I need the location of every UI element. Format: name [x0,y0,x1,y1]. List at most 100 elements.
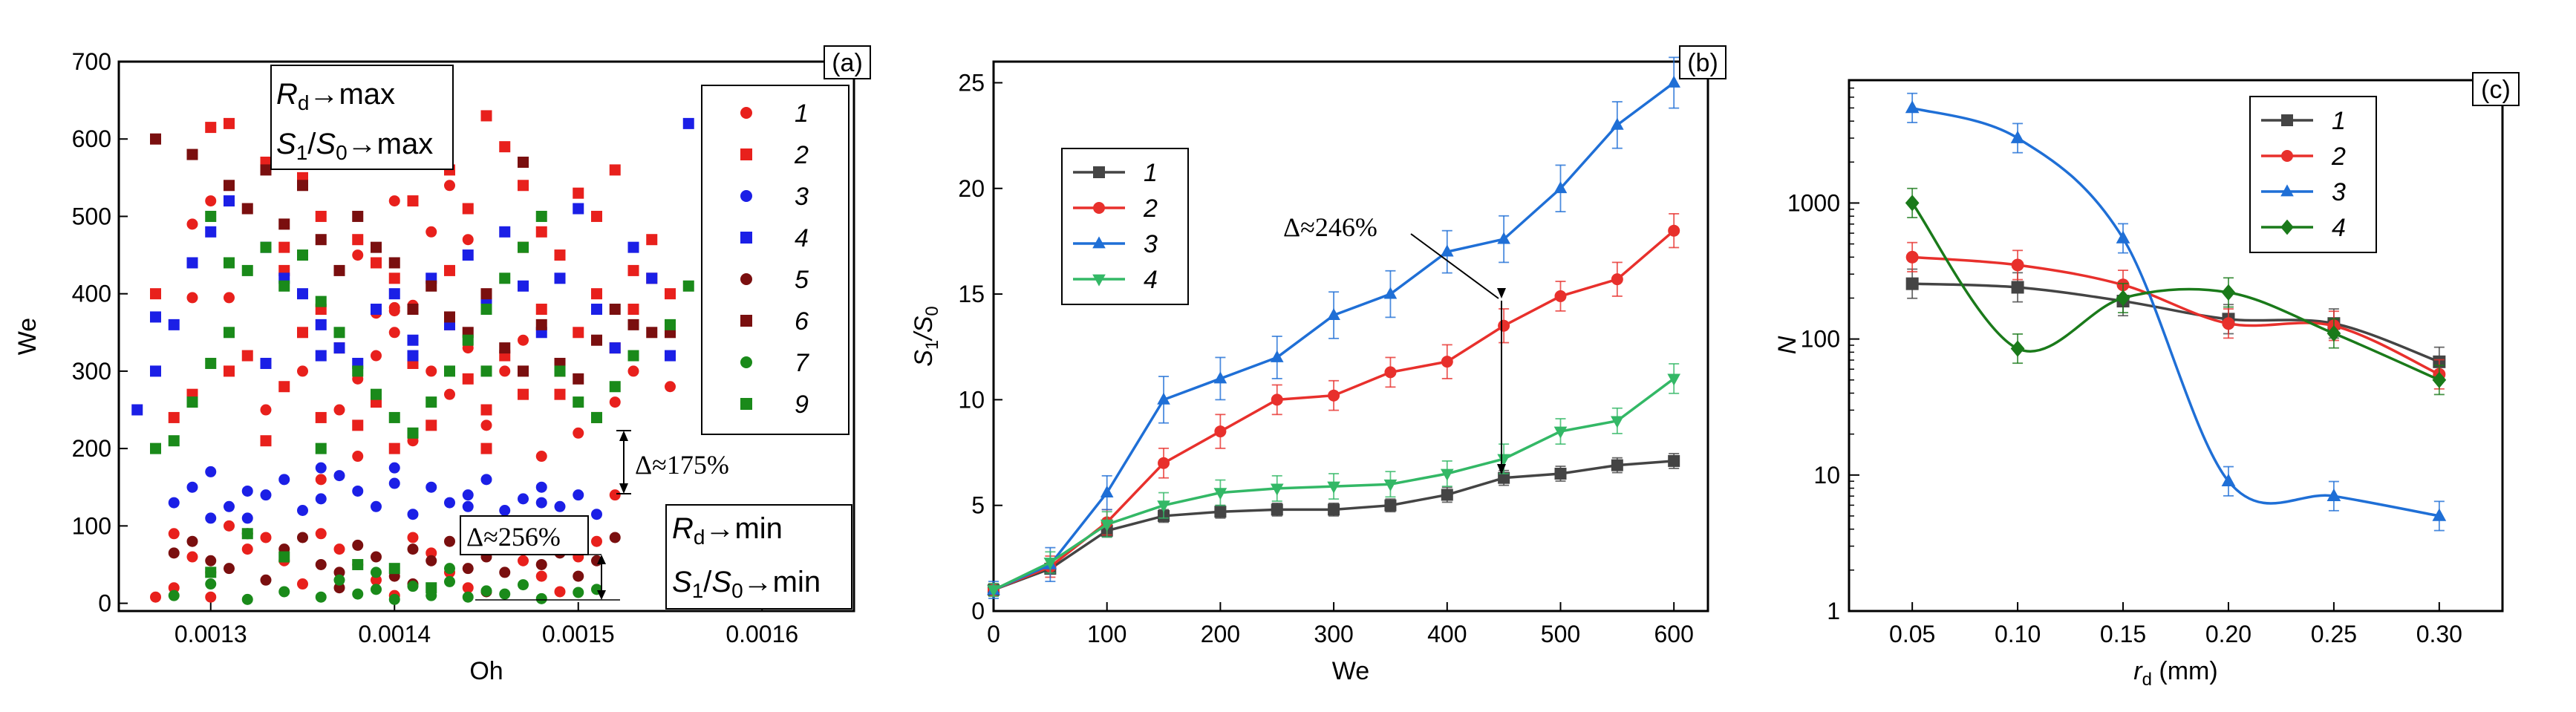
scatter-point-series-2 [260,435,272,447]
panel-b-ylabel: S1/S0 [910,306,942,367]
scatter-point-series-2 [371,257,382,269]
scatter-point-series-7 [168,589,180,601]
panel-c-xtick-label: 0.25 [2311,621,2357,647]
scatter-point-series-2 [297,327,308,339]
data-point-series-2 [1271,393,1283,406]
panel-a-label: (a) [832,49,863,77]
scatter-point-series-3 [388,477,400,489]
data-point-series-4 [1100,519,1114,532]
scatter-point-series-5 [535,558,547,570]
data-point-series-4 [1157,500,1170,513]
scatter-point-series-2 [554,249,566,261]
scatter-point-series-4 [315,350,327,362]
scatter-point-series-6 [371,241,382,253]
annotation-bottom-line1: Rd→min [672,512,783,549]
panel-a-xtick-label: 0.0015 [542,621,615,647]
legend-marker-1 [740,107,752,119]
annotation-top-line1: Rd→max [276,78,395,114]
series-line-4 [1911,202,2440,382]
data-point-series-3 [1383,287,1398,299]
data-point-series-3 [2116,230,2130,244]
scatter-point-series-5 [573,570,584,582]
scatter-point-series-3 [205,512,217,524]
scatter-point-series-4 [554,272,566,284]
scatter-point-series-2 [573,327,584,339]
data-point-series-1 [2011,281,2024,294]
panel-c-label: (c) [2481,76,2511,104]
scatter-point-series-6 [186,148,198,160]
panel-b-ytick-label: 5 [971,492,985,519]
scatter-point-series-3 [444,497,455,509]
panel-a-ytick-label: 500 [72,203,111,229]
scatter-point-series-6 [499,342,511,354]
scatter-point-series-7 [315,591,327,603]
scatter-point-series-9 [591,411,602,423]
data-point-series-3 [2432,508,2447,521]
panel-b-frame [992,60,1709,613]
data-point-series-2 [1328,389,1340,402]
scatter-point-series-9 [150,442,161,454]
data-point-series-1 [1905,277,1919,290]
scatter-point-series-2 [150,288,161,300]
scatter-point-series-9 [315,442,327,454]
scatter-point-series-3 [241,485,253,497]
scatter-point-series-5 [333,566,345,578]
scatter-point-series-9 [205,210,217,222]
scatter-point-series-9 [462,334,474,346]
panel-b-legend-items: 1 2 3 4 [1073,159,1158,294]
panel-b-ytick-label: 0 [971,598,985,624]
scatter-point-series-3 [224,500,235,512]
scatter-point-series-5 [186,535,198,547]
scatter-point-series-3 [591,509,602,520]
panel-a-legend-items: 1 2 3 4 5 6 7 9 [740,99,809,419]
panel-b: 0 100 200 300 400 500 600 0 5 10 15 20 25 1 2 3 4 (b) Δ… [910,45,1726,685]
data-point-series-3 [2326,488,2341,501]
data-point-series-4 [1043,558,1057,570]
scatter-point-series-1 [315,528,327,540]
legend-label-1: 1 [795,99,809,128]
scatter-point-series-1 [333,543,345,555]
scatter-point-series-6 [333,264,345,276]
scatter-point-series-7 [241,593,253,605]
legend-marker-2 [2281,150,2293,162]
scatter-point-series-2 [315,210,327,222]
data-point-series-3 [1905,100,1920,114]
scatter-point-series-5 [609,532,621,543]
scatter-point-series-3 [480,474,492,486]
scatter-point-series-3 [518,493,529,505]
scatter-point-series-6 [591,334,602,346]
scatter-point-series-1 [425,226,437,238]
scatter-point-series-9 [554,365,566,377]
scatter-point-series-2 [444,264,455,276]
scatter-point-series-1 [224,292,235,304]
data-point-series-4 [987,585,1000,598]
scatter-point-series-1 [371,350,382,362]
scatter-point-series-9 [425,582,437,594]
scatter-point-series-1 [462,582,474,594]
scatter-point-series-9 [205,566,217,578]
panel-a-ytick-label: 100 [72,512,111,539]
data-point-series-2 [1384,366,1397,379]
scatter-point-series-6 [297,180,308,192]
scatter-point-series-5 [333,582,345,594]
scatter-point-series-4 [665,350,676,362]
scatter-point-series-2 [591,210,602,222]
legend-marker-2 [740,148,752,160]
series-line-1 [1912,282,2440,363]
panel-a-ytick-label: 0 [98,590,111,617]
panel-c-axes: 0.05 0.10 0.15 0.20 0.25 0.30 1 10 100 1000 [1787,79,2462,647]
scatter-point-series-7 [535,592,547,604]
panel-b-label-box [1679,45,1726,79]
scatter-point-series-9 [444,365,455,377]
scatter-point-series-4 [333,342,345,354]
scatter-point-series-4 [407,350,419,362]
panel-c-ytick-label: 100 [1801,326,1840,353]
scatter-point-series-1 [315,474,327,486]
data-point-series-2 [1611,273,1623,286]
data-point-series-3 [1270,350,1284,362]
scatter-point-series-4 [150,365,161,377]
data-point-series-3 [1100,486,1114,498]
scatter-point-series-3 [168,497,180,509]
scatter-point-series-7 [462,591,474,603]
